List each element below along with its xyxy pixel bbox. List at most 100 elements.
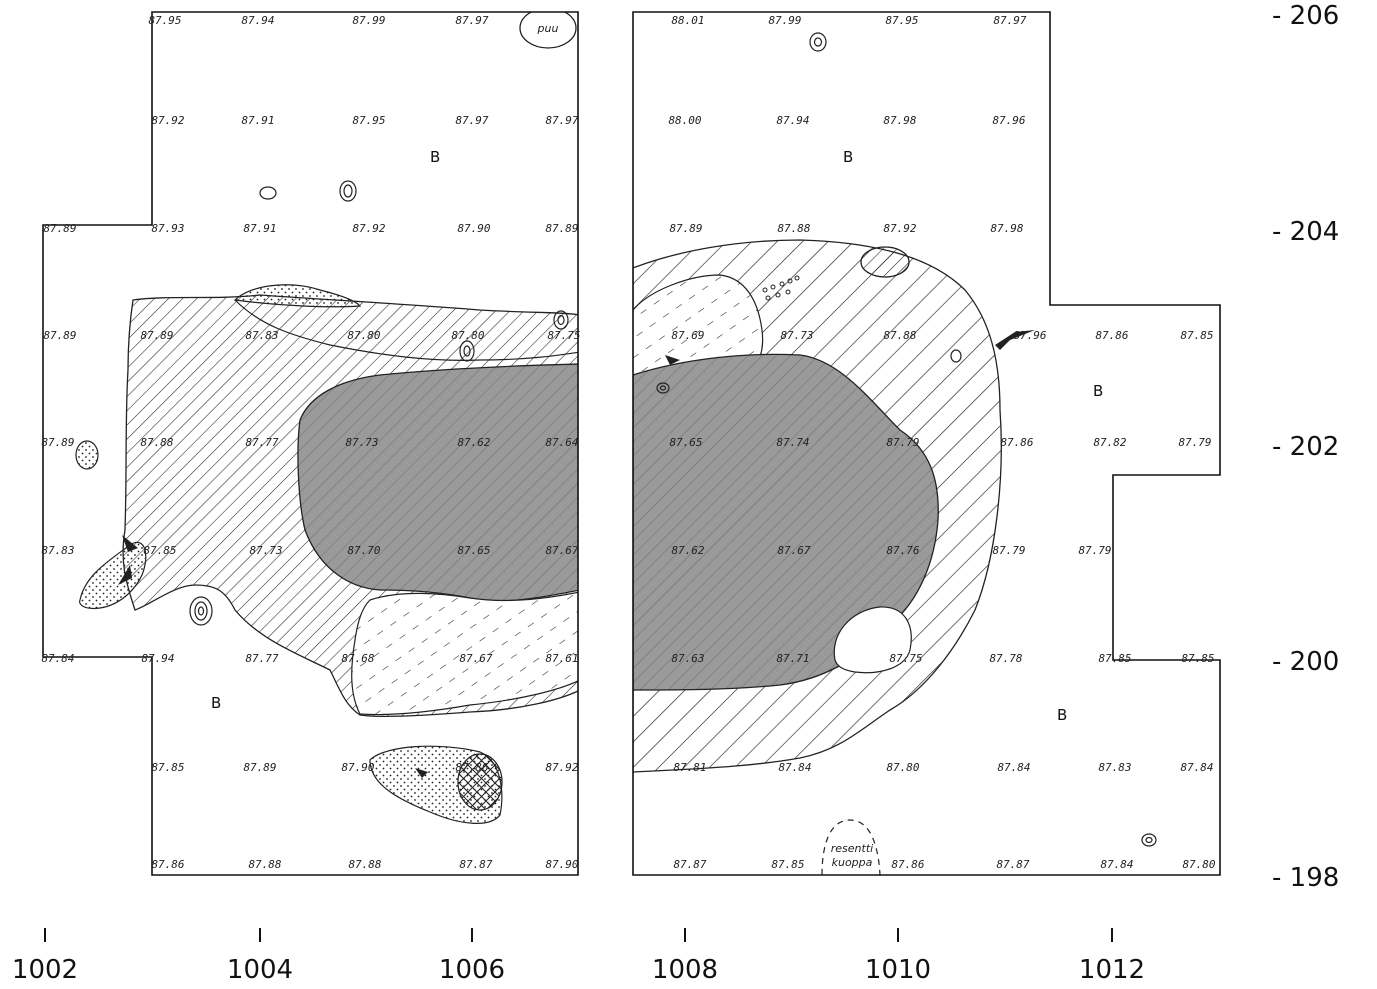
elevation-reading: 87.87: [673, 858, 706, 871]
zone-boundary-line: [234, 299, 578, 361]
elevation-reading: 87.95: [352, 114, 385, 127]
x-axis-label: 1002: [12, 955, 78, 985]
elevation-reading: 87.68: [341, 652, 374, 665]
y-axis-label: - 198: [1272, 863, 1339, 893]
x-axis-label: 1006: [439, 955, 505, 985]
elevation-reading: 87.90: [545, 858, 578, 871]
elevation-reading: 87.73: [345, 436, 378, 449]
elevation-reading: 87.89: [669, 222, 702, 235]
elevation-reading: 87.94: [141, 652, 174, 665]
x-axis-label: 1004: [227, 955, 293, 985]
elevation-reading: 87.82: [1093, 436, 1126, 449]
elevation-reading: 87.91: [241, 114, 274, 127]
elevation-reading: 87.91: [243, 222, 276, 235]
soil-b-label: B: [430, 148, 440, 166]
elevation-reading: 87.87: [459, 858, 492, 871]
elevation-reading: 87.96: [1013, 329, 1046, 342]
elevation-reading: 87.90: [457, 222, 490, 235]
soil-b-label: B: [211, 694, 221, 712]
elevation-reading: 87.97: [993, 14, 1026, 27]
elevation-reading: 87.79: [1078, 544, 1111, 557]
elevation-reading: 87.93: [151, 222, 184, 235]
elevation-reading: 87.79: [1178, 436, 1211, 449]
post-hole-marks: [189, 180, 569, 626]
elevation-reading: 87.84: [1100, 858, 1133, 871]
elevation-reading: 87.85: [1098, 652, 1131, 665]
y-axis-label: - 206: [1272, 1, 1339, 31]
elevation-reading: 87.94: [776, 114, 809, 127]
elevation-reading: 87.89: [243, 761, 276, 774]
dotted-small-feature: [75, 440, 99, 470]
soil-b-label: B: [1057, 706, 1067, 724]
elevation-reading: 87.65: [457, 544, 490, 557]
elevation-reading: 87.63: [671, 652, 704, 665]
elevation-reading: 87.83: [1098, 761, 1131, 774]
elevation-reading: 87.86: [151, 858, 184, 871]
elevation-reading: 87.62: [671, 544, 704, 557]
elevation-reading: 88.00: [668, 114, 701, 127]
elevation-reading: 87.85: [771, 858, 804, 871]
elevation-reading: 87.89: [43, 222, 76, 235]
elevation-reading: 87.83: [41, 544, 74, 557]
left-panel-outline: [42, 11, 579, 876]
recent-pit-label: resentti: [831, 842, 873, 855]
elevation-reading: 87.97: [455, 114, 488, 127]
cross-hatched-feature: [457, 753, 503, 811]
elevation-reading: 87.77: [245, 652, 278, 665]
elevation-reading: 87.90: [341, 761, 374, 774]
elevation-reading: 87.97: [545, 114, 578, 127]
elevation-reading: 87.94: [241, 14, 274, 27]
elevation-reading: 87.98: [883, 114, 916, 127]
elevation-reading: 87.81: [673, 761, 706, 774]
y-axis-grid-labels: - 206 - 204 - 202 - 200 - 198: [1272, 1, 1339, 893]
elevation-reading: 87.80: [1182, 858, 1215, 871]
right-panel-outline: [632, 11, 1221, 876]
elevation-reading: 87.73: [780, 329, 813, 342]
stone-marker: [118, 565, 132, 585]
elevation-reading: 87.80: [886, 761, 919, 774]
elevation-reading: 87.86: [1095, 329, 1128, 342]
elevation-reading: 87.73: [249, 544, 282, 557]
elevation-reading: 87.80: [451, 329, 484, 342]
elevation-reading: 87.62: [457, 436, 490, 449]
right-excavation-panel: resentti kuoppa 88.01 87.99 87.95 87.9788.0…: [632, 11, 1221, 876]
elevation-reading: 87.61: [545, 652, 578, 665]
elevation-reading: 87.86: [1000, 436, 1033, 449]
elevation-reading: 87.67: [777, 544, 810, 557]
y-axis-label: - 204: [1272, 217, 1339, 247]
stone-marker: [122, 535, 138, 552]
elevation-reading: 87.83: [245, 329, 278, 342]
pebble-cluster: [762, 275, 800, 301]
tree-label: puu: [537, 22, 559, 35]
elevation-reading: 87.85: [143, 544, 176, 557]
recent-pit-label: kuoppa: [832, 856, 873, 869]
tree-outline: [519, 12, 577, 49]
elevation-reading: 87.92: [151, 114, 184, 127]
elevation-reading: 87.76: [886, 544, 919, 557]
elevation-reading: 87.69: [671, 329, 704, 342]
elevation-reading: 87.75: [547, 329, 580, 342]
elevation-reading: 87.74: [776, 436, 809, 449]
elevation-reading: 87.99: [768, 14, 801, 27]
right-panel-elevation-readings: 88.01 87.99 87.95 87.97 88.00 87.94 87.98 87.96…: [668, 14, 1215, 871]
left-panel-elevation-readings: 87.95 87.94 87.99 87.97 87.92 87.91 87.95 87.97…: [41, 14, 580, 871]
stone-marker: [995, 330, 1035, 350]
stone-marker: [665, 355, 680, 365]
soil-b-label: B: [1093, 382, 1103, 400]
x-axis-grid-labels: 1002 1004 1006 1008 1010 1012: [12, 928, 1145, 985]
elevation-reading: 87.77: [245, 436, 278, 449]
elevation-reading: 87.86: [891, 858, 924, 871]
elevation-reading: 87.88: [883, 329, 916, 342]
elevation-reading: 87.96: [992, 114, 1025, 127]
elevation-reading: 87.84: [778, 761, 811, 774]
elevation-reading: 87.65: [669, 436, 702, 449]
elevation-reading: 87.67: [545, 544, 578, 557]
elevation-reading: 87.95: [885, 14, 918, 27]
elevation-reading: 87.89: [545, 222, 578, 235]
elevation-reading: 87.92: [352, 222, 385, 235]
elevation-reading: 87.70: [347, 544, 380, 557]
elevation-reading: 88.01: [671, 14, 704, 27]
elevation-reading: 87.86: [455, 761, 488, 774]
